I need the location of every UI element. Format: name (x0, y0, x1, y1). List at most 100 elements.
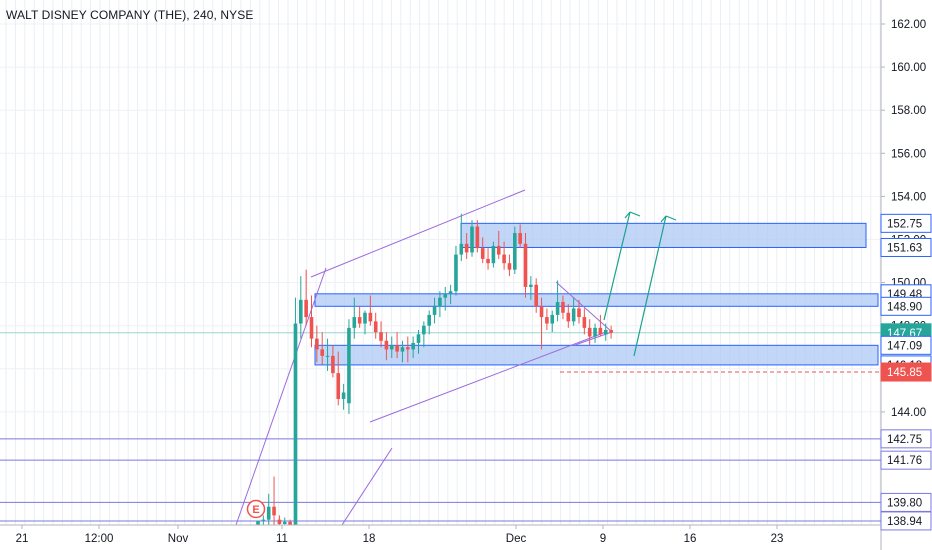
supply-demand-zones[interactable] (314, 222, 879, 366)
candle-body (486, 258, 490, 264)
candle-body (347, 327, 351, 404)
arrow-head (629, 211, 641, 217)
price-badge (880, 335, 932, 355)
x-tick-label: 16 (684, 533, 697, 545)
candle-body (443, 293, 448, 298)
candle-body (304, 299, 308, 318)
candle-body (411, 342, 415, 350)
candle-body (448, 291, 453, 294)
candle-series (256, 213, 613, 525)
candle-body (325, 355, 330, 357)
candle-body (561, 301, 565, 313)
candle-body (470, 226, 474, 253)
candle-body (299, 299, 303, 324)
candle-body (480, 248, 485, 259)
candle-body (491, 245, 496, 264)
candle-body (593, 327, 597, 337)
y-tick-label: 162.00 (891, 19, 926, 31)
candle-body (266, 506, 271, 520)
trend-drawings[interactable] (235, 189, 677, 526)
price-badge-label: 152.75 (887, 218, 922, 230)
candle-body (566, 312, 571, 322)
candle-body (603, 330, 608, 335)
candle-body (368, 312, 373, 322)
x-tick-label: 21 (16, 533, 29, 545)
candle-body (577, 308, 581, 318)
candle-body (379, 332, 383, 341)
horizontal-levels (0, 332, 881, 522)
candle-body (352, 317, 357, 328)
price-badge-label: 138.94 (887, 516, 923, 528)
candle-body (555, 301, 560, 315)
candle-body (293, 323, 298, 525)
price-badges: 152.75151.63149.48148.90147.67147.09146.… (880, 213, 932, 531)
candle-body (609, 330, 613, 333)
candle-body (518, 233, 522, 244)
price-badge (880, 450, 932, 470)
time-axis-ticks: 21 12:00 Nov 11 18 Dec 9 16 23 (16, 525, 783, 545)
candle-body (454, 254, 458, 292)
candle-body (315, 338, 319, 350)
candle-body (534, 284, 538, 307)
candle-body (406, 347, 410, 350)
candle-body (459, 243, 464, 255)
candle-body (550, 314, 555, 324)
candle-body (384, 340, 389, 350)
earnings-marker[interactable]: E (246, 499, 266, 519)
candle-body (464, 243, 469, 253)
candle-body (357, 317, 362, 324)
candle-body (598, 327, 603, 335)
candle-body (523, 243, 528, 287)
price-badge (880, 296, 932, 316)
candle-body (320, 349, 324, 356)
price-badge (880, 362, 932, 382)
arrow-head (624, 211, 631, 219)
price-badge-label: 151.63 (887, 242, 922, 254)
candle-body (288, 521, 292, 525)
price-badge (880, 213, 932, 233)
channel-line (369, 331, 607, 423)
candle-body (571, 308, 576, 322)
candle-body (341, 392, 346, 399)
channel-line (310, 189, 526, 278)
earnings-label: E (252, 504, 259, 516)
chart-title: WALT DISNEY COMPANY (THE), 240, NYSE (6, 8, 254, 22)
price-badge-label: 145.85 (887, 367, 922, 379)
x-tick-label: Nov (168, 533, 189, 545)
candle-body (331, 355, 335, 374)
y-tick-label: 156.00 (891, 148, 926, 160)
candle-body (502, 254, 506, 264)
price-badge-label: 147.09 (887, 340, 922, 352)
candle-body (272, 506, 276, 516)
candle-body (373, 321, 378, 333)
candle-body (422, 325, 426, 335)
candle-body (529, 284, 533, 287)
zone-rect (314, 293, 879, 307)
candle-body (400, 347, 405, 352)
candle-body (282, 521, 287, 524)
projection-arrow (633, 215, 667, 357)
earnings-icon (246, 499, 266, 519)
price-badge-label: 148.90 (887, 301, 922, 313)
price-badge (880, 429, 932, 449)
channel-line (555, 281, 613, 333)
x-tick-label: 9 (600, 533, 606, 545)
candle-body (475, 226, 480, 249)
y-tick-label: 154.00 (891, 191, 926, 203)
candle-body (545, 317, 549, 324)
candle-body (507, 263, 512, 270)
candle-body (389, 345, 394, 350)
candle-body (438, 297, 442, 307)
candle-body (363, 312, 367, 324)
price-badge (880, 492, 932, 512)
candle-body (309, 317, 314, 339)
candle-body (395, 345, 399, 352)
candle-body (256, 520, 260, 525)
zone-rect (314, 344, 879, 366)
x-tick-label: 11 (276, 533, 288, 545)
arrow-head (660, 215, 667, 223)
x-tick-label: 18 (363, 533, 376, 545)
candle-body (587, 327, 592, 337)
candle-body (261, 519, 266, 521)
